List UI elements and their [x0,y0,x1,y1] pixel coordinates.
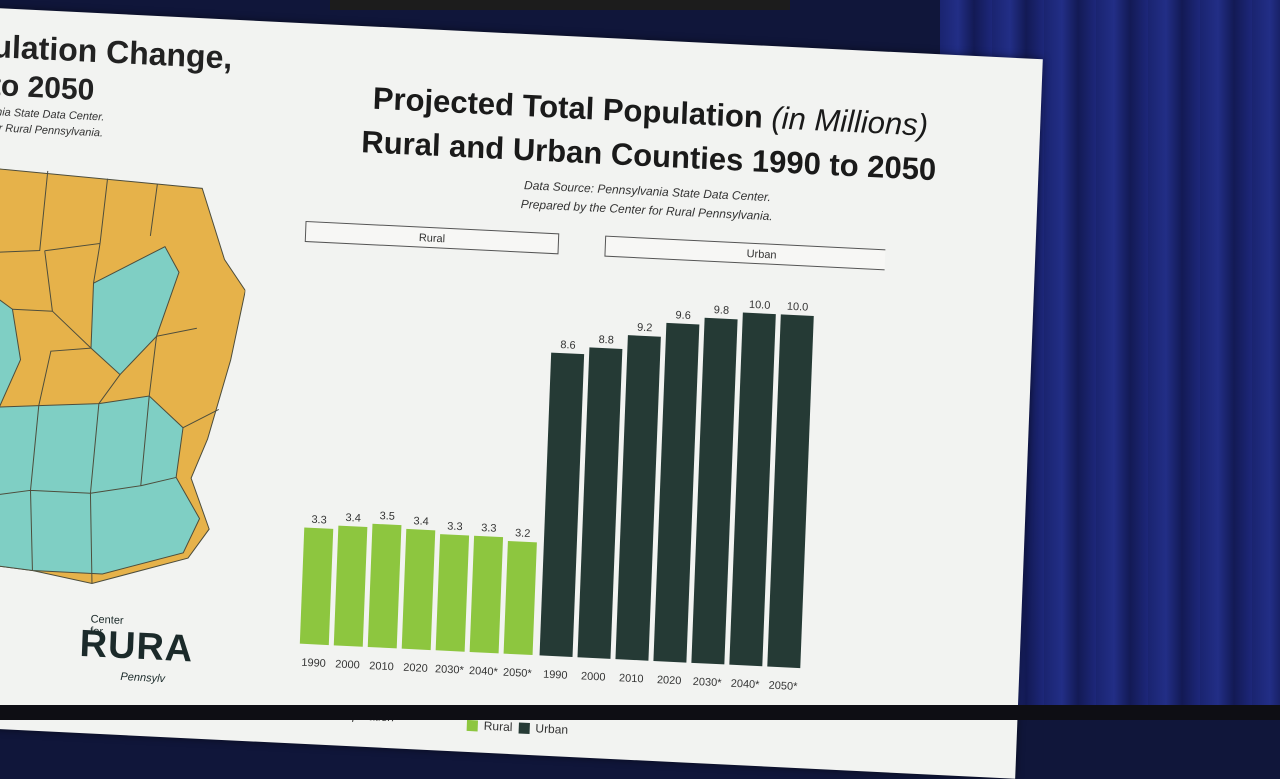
chart-title-block: Projected Total Population (in Millions)… [347,80,951,235]
group-header-box-rural [304,220,560,255]
data-label-urban-2010: 9.2 [637,322,653,335]
county-map [0,167,246,584]
bar-rural-2030 [435,534,470,652]
bar-rural-2040 [469,535,504,654]
group-header-box-urban [604,235,886,272]
chart-legend: Rural Urban [466,718,569,737]
data-label-rural-2000: 3.4 [345,512,361,525]
legend-swatch-rural [466,719,479,731]
tick-label-urban-2020: 2020 [657,674,682,687]
bar-rural-2010 [367,523,402,649]
bar-chart: Rural 3.3 1990 3.4 2000 3.5 2010 3.4 2020 3.3 2030… [299,220,886,693]
map-source-line1: ania State Data Center. [0,105,105,124]
bar-rural-1990 [299,527,334,646]
map-source-line2: for Rural Pennsylvania. [0,121,104,140]
bar-urban-2040 [729,312,776,667]
legend-label-rural: Rural [483,718,513,735]
data-label-urban-2050: 10.0 [787,301,809,314]
bar-urban-2050 [767,314,814,669]
tick-label-rural-2030: 2030* [435,663,465,676]
legend-label-urban: Urban [535,721,569,737]
poster-board: ulation Change, to 2050 ania State Data … [0,8,1043,779]
tick-label-rural-2020: 2020 [403,662,428,675]
data-label-urban-2020: 9.6 [675,309,691,322]
bar-rural-2020 [401,528,436,651]
tick-label-rural-2040: 2040* [469,665,499,678]
bar-urban-2030 [691,317,738,665]
bar-urban-2000 [577,347,623,659]
top-shadow-bar [330,0,790,10]
group-header-label-urban: Urban [746,248,776,261]
map-urban-region-1 [0,286,22,419]
map-county-lines [0,170,219,584]
tick-label-rural-2000: 2000 [335,658,360,671]
data-label-urban-2040: 10.0 [749,299,771,312]
logo-sub-text: Pennsylv [120,670,166,686]
map-source: ania State Data Center. for Rural Pennsy… [0,104,105,142]
map-title: ulation Change, to 2050 [0,28,233,115]
data-label-urban-2000: 8.8 [598,334,614,347]
legend-swatch-urban [518,721,530,734]
bar-urban-2020 [653,322,700,663]
map-title-line1: ulation Change, [0,27,233,76]
group-header-label-rural: Rural [419,232,446,245]
bar-urban-1990 [539,352,585,658]
tick-label-urban-2040: 2040* [730,678,760,691]
map-urban-region-3 [0,395,201,575]
data-label-rural-2030: 3.3 [447,520,463,533]
tick-label-rural-2050: 2050* [503,667,533,680]
data-label-urban-2030: 9.8 [714,304,730,317]
chart-title-units: (in Millions) [770,100,929,143]
tick-label-urban-2030: 2030* [693,676,723,689]
tick-label-rural-1990: 1990 [301,657,326,670]
tick-label-urban-2000: 2000 [581,670,606,683]
tick-label-rural-2010: 2010 [369,660,394,673]
data-label-urban-1990: 8.6 [560,339,576,352]
bar-rural-2050 [503,540,537,656]
data-label-rural-2050: 3.2 [515,527,531,540]
data-label-rural-2040: 3.3 [481,522,497,535]
data-label-rural-2020: 3.4 [413,515,429,528]
tick-label-urban-2050: 2050* [768,680,798,693]
data-label-rural-2010: 3.5 [379,510,395,523]
logo-big-text: RURA [78,622,195,671]
tick-label-urban-2010: 2010 [619,672,644,685]
data-label-rural-1990: 3.3 [311,514,327,527]
bar-urban-2010 [615,335,661,661]
tick-label-urban-1990: 1990 [543,669,568,682]
bottom-bar [0,705,1280,720]
bar-rural-2000 [333,525,368,647]
